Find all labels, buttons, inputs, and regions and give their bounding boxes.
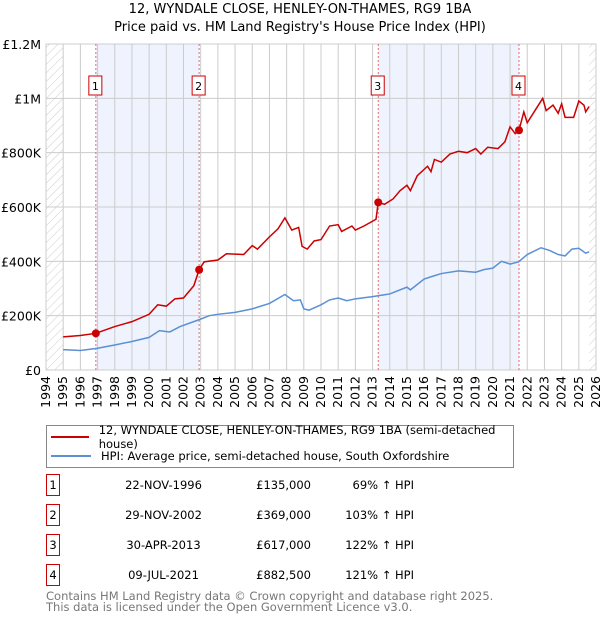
sale-hpi-change: 121% ↑ HPI xyxy=(345,568,414,582)
sale-point xyxy=(91,329,100,338)
x-tick-label: 2002 xyxy=(176,376,191,408)
x-tick-label: 2018 xyxy=(451,376,466,408)
x-tick-label: 2001 xyxy=(158,376,173,408)
x-tick-label: 2016 xyxy=(416,376,431,408)
sale-row: 2 29-NOV-2002 £369,000 103% ↑ HPI xyxy=(46,504,600,526)
y-tick-label: £0 xyxy=(25,363,41,378)
x-tick-label: 2025 xyxy=(571,376,586,408)
sale-label-box xyxy=(511,75,526,96)
y-tick-label: £1M xyxy=(14,91,41,106)
chart-subtitle: Price paid vs. HM Land Registry's House … xyxy=(114,20,486,35)
sale-row: 3 30-APR-2013 £617,000 122% ↑ HPI xyxy=(46,534,600,556)
sale-date: 09-JUL-2021 xyxy=(128,568,199,582)
sale-label-number: 1 xyxy=(92,80,99,93)
y-tick-label: £1.2M xyxy=(2,37,41,52)
legend: 12, WYNDALE CLOSE, HENLEY-ON-THAMES, RG9… xyxy=(46,423,514,468)
legend-item-property: 12, WYNDALE CLOSE, HENLEY-ON-THAMES, RG9… xyxy=(51,423,513,451)
sale-hpi-change: 69% ↑ HPI xyxy=(352,478,414,492)
x-tick-label: 2007 xyxy=(261,376,276,408)
plot-border xyxy=(45,43,597,371)
sale-price: £617,000 xyxy=(256,538,311,552)
sale-hpi-change: 122% ↑ HPI xyxy=(345,538,414,552)
hpi-line xyxy=(63,246,590,352)
x-tick-label: 2005 xyxy=(227,376,242,408)
x-tick-label: 2019 xyxy=(468,376,483,408)
x-tick-label: 2021 xyxy=(502,376,517,408)
sale-date: 22-NOV-1996 xyxy=(125,478,202,492)
footer-copyright: Contains HM Land Registry data © Crown c… xyxy=(46,589,494,603)
sale-number-badge: 3 xyxy=(46,534,60,556)
sale-point xyxy=(374,198,383,207)
sale-label-number: 4 xyxy=(515,80,522,93)
x-tick-label: 2013 xyxy=(365,376,380,408)
sale-date: 30-APR-2013 xyxy=(126,538,201,552)
y-tick-label: £600K xyxy=(1,200,42,215)
y-tick-label: £200K xyxy=(1,309,42,324)
x-tick-label: 2012 xyxy=(347,376,362,408)
sale-point xyxy=(195,265,204,274)
x-tick-label: 2011 xyxy=(330,376,345,408)
x-tick-label: 1994 xyxy=(38,376,53,408)
sale-label-box xyxy=(191,75,206,96)
x-tick-label: 1995 xyxy=(55,376,70,408)
x-tick-label: 2023 xyxy=(536,376,551,408)
x-tick-label: 2000 xyxy=(141,376,156,408)
sale-label-number: 3 xyxy=(374,80,381,93)
sale-number-badge: 2 xyxy=(46,504,60,526)
chart-title: 12, WYNDALE CLOSE, HENLEY-ON-THAMES, RG9… xyxy=(128,2,472,17)
legend-label: HPI: Average price, semi-detached house,… xyxy=(101,449,450,463)
legend-item-hpi: HPI: Average price, semi-detached house,… xyxy=(51,447,449,465)
sale-row: 4 09-JUL-2021 £882,500 121% ↑ HPI xyxy=(46,564,600,586)
x-tick-label: 2017 xyxy=(433,376,448,408)
sale-hpi-change: 103% ↑ HPI xyxy=(345,508,414,522)
x-tick-label: 2014 xyxy=(382,376,397,408)
sale-row: 1 22-NOV-1996 £135,000 69% ↑ HPI xyxy=(46,474,600,496)
sale-label-number: 2 xyxy=(195,80,202,93)
x-tick-label: 2024 xyxy=(554,376,569,408)
x-tick-label: 2022 xyxy=(519,376,534,408)
x-tick-label: 2003 xyxy=(193,376,208,408)
footer-licence: This data is licensed under the Open Gov… xyxy=(46,600,413,614)
y-tick-label: £800K xyxy=(1,146,42,161)
x-tick-label: 1999 xyxy=(124,376,139,408)
x-tick-label: 1996 xyxy=(72,376,87,408)
sale-date: 29-NOV-2002 xyxy=(125,508,202,522)
sale-label-box xyxy=(370,75,385,96)
x-tick-label: 2006 xyxy=(244,376,259,408)
legend-label: 12, WYNDALE CLOSE, HENLEY-ON-THAMES, RG9… xyxy=(98,423,496,451)
y-tick-label: £400K xyxy=(1,254,42,269)
sale-label-box xyxy=(88,75,103,96)
x-tick-label: 2015 xyxy=(399,376,414,408)
sale-price: £369,000 xyxy=(256,508,311,522)
sale-number-badge: 4 xyxy=(46,564,60,586)
x-tick-label: 2010 xyxy=(313,376,328,408)
x-tick-label: 2020 xyxy=(485,376,500,408)
x-tick-label: 1997 xyxy=(90,376,105,408)
x-tick-label: 2008 xyxy=(279,376,294,408)
x-tick-label: 2004 xyxy=(210,376,225,408)
x-tick-label: 2009 xyxy=(296,376,311,408)
sale-point xyxy=(515,126,523,135)
sale-price: £882,500 xyxy=(256,568,311,582)
x-tick-label: 2026 xyxy=(588,376,600,408)
x-tick-label: 1998 xyxy=(107,376,122,408)
sale-price: £135,000 xyxy=(256,478,311,492)
sale-number-badge: 1 xyxy=(46,474,60,496)
price-chart: 1994 1995 1996 1997 1998 1999 2000 2001 2002 2003… xyxy=(1,37,600,408)
